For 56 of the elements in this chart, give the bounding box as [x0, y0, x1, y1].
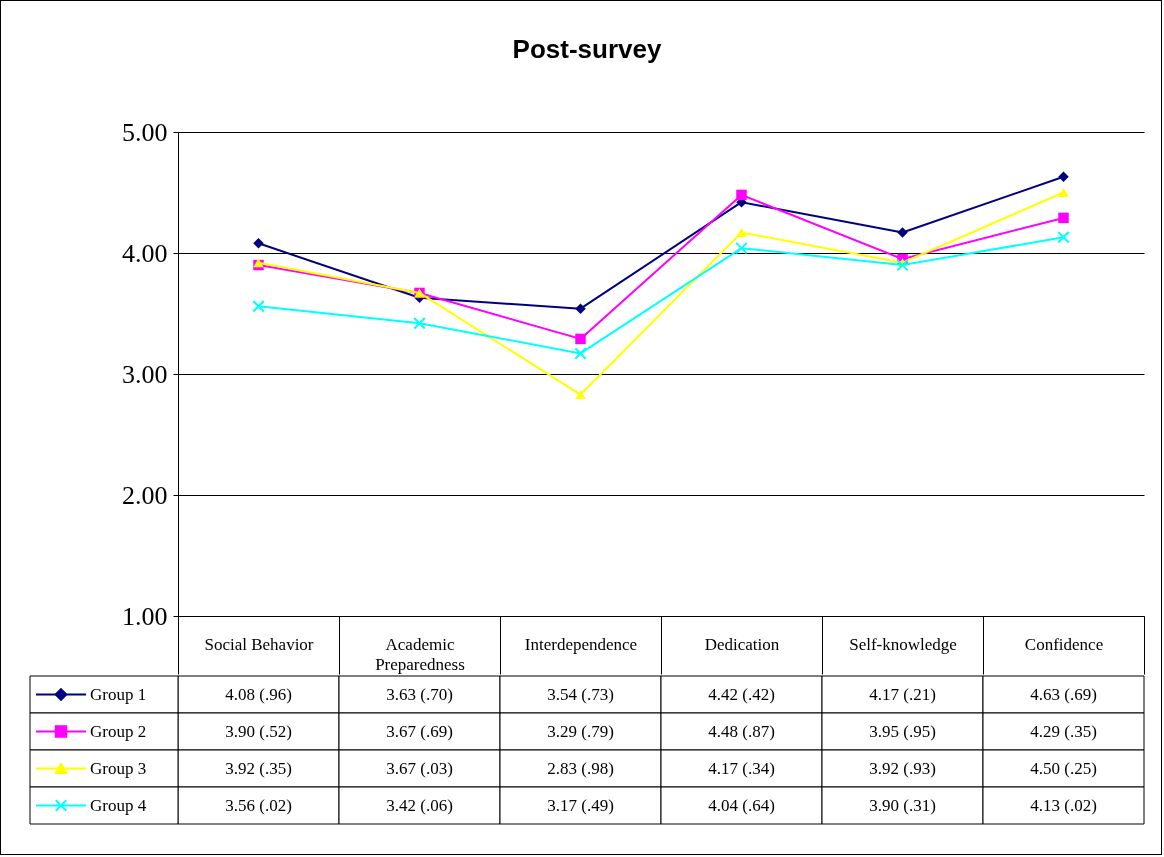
y-tick-label: 1.00 [122, 601, 168, 631]
point [896, 258, 909, 272]
point [736, 189, 747, 201]
point [575, 390, 586, 400]
data-label: 3.90 (.31) [869, 795, 936, 815]
chart-title: Post-survey [512, 34, 662, 64]
x-tick-label: Academic Preparedness [375, 634, 465, 674]
y-tick-label: 5.00 [122, 117, 168, 147]
point [1058, 212, 1069, 224]
data-label: 3.92 (.93) [869, 758, 936, 778]
data-label: 4.13 (.02) [1030, 795, 1097, 815]
data-label: 4.17 (.34) [708, 758, 775, 778]
data-label: 4.42 (.42) [708, 684, 775, 704]
data-label: 3.67 (.69) [386, 721, 453, 741]
data-label: 4.63 (.69) [1030, 684, 1097, 704]
x-tick-label: Self-knowledge [849, 634, 957, 654]
data-label: 3.29 (.79) [547, 721, 614, 741]
x-tick-label: Social Behavior [204, 634, 314, 654]
data-label: 3.92 (.35) [225, 758, 292, 778]
point [1058, 171, 1069, 183]
data-label: 4.04 (.64) [708, 795, 775, 815]
data-label: 3.17 (.49) [547, 795, 614, 815]
data-label: 3.95 (.95) [869, 721, 936, 741]
x-tick-label: Dedication [704, 634, 780, 654]
data-label: 3.67 (.03) [386, 758, 453, 778]
data-label: 2.83 (.98) [547, 758, 614, 778]
y-tick-label: 2.00 [122, 480, 168, 510]
data-label: 3.63 (.70) [386, 684, 453, 704]
y-tick-label: 3.00 [122, 359, 168, 389]
data-label: 4.29 (.35) [1030, 721, 1097, 741]
data-label: 4.17 (.21) [869, 684, 936, 704]
legend-label: Group 3 [90, 758, 147, 778]
point [736, 227, 747, 237]
point [575, 303, 586, 314]
point [735, 241, 748, 255]
legend-label: Group 1 [90, 684, 147, 704]
point [574, 347, 587, 360]
data-label: 3.54 (.73) [547, 684, 614, 704]
data-label: 3.42 (.06) [386, 795, 453, 815]
point [575, 333, 586, 345]
point [1058, 187, 1069, 198]
data-label: 4.48 (.87) [708, 721, 775, 741]
point [253, 238, 264, 249]
point [1057, 231, 1070, 244]
point [413, 316, 426, 330]
x-tick-label: Interdependence [524, 634, 638, 654]
legend-label: Group 2 [90, 721, 147, 741]
point [252, 300, 265, 313]
point [897, 227, 908, 238]
data-label: 3.90 (.52) [225, 721, 292, 741]
y-tick-label: 4.00 [122, 238, 168, 268]
data-label: 4.50 (.25) [1030, 758, 1097, 778]
x-tick-label: Confidence [1024, 634, 1104, 654]
data-label: 4.08 (.96) [225, 684, 292, 704]
data-label: 3.56 (.02) [225, 795, 292, 815]
legend-label: Group 4 [90, 795, 147, 815]
